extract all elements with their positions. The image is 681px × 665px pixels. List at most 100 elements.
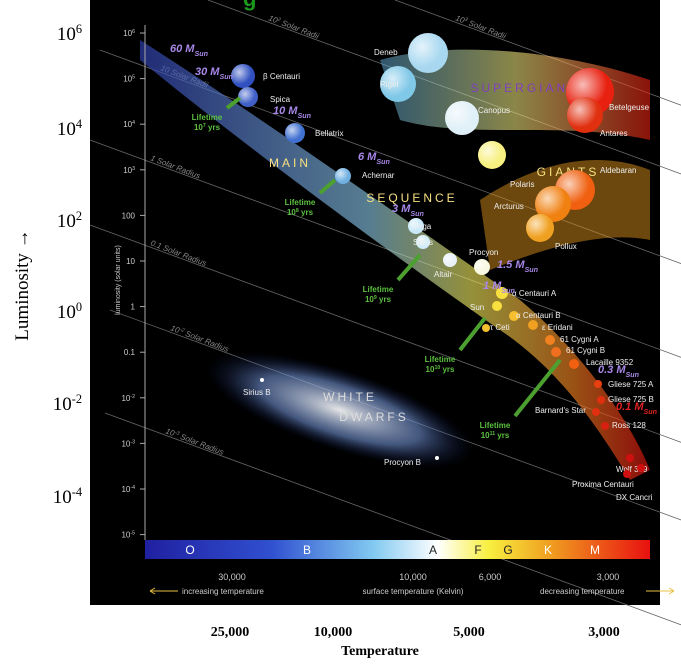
star-shine xyxy=(408,33,448,73)
lifetime-value: 107 yrs xyxy=(194,123,221,132)
inner-y-tick-label-part: 100 xyxy=(122,211,136,220)
spectral-class: M xyxy=(590,543,600,557)
star-label: Ross 128 xyxy=(612,421,646,430)
star-label: Procyon B xyxy=(384,458,421,467)
inner-y-tick-label-part: -2 xyxy=(130,394,135,400)
star-label: Gliese 725 A xyxy=(608,380,654,389)
lifetime-label: Lifetime xyxy=(285,198,316,207)
lifetime-value-part: yrs xyxy=(440,365,455,374)
star-label: α Centauri B xyxy=(516,311,561,320)
lifetime-label: Lifetime xyxy=(192,113,223,122)
spectral-class: K xyxy=(544,543,552,557)
mass-label-part: 1.5 xyxy=(497,259,513,271)
star-label: Vega xyxy=(413,222,432,231)
star-label: 61 Cygni B xyxy=(566,346,605,355)
mass-label-part: 30 xyxy=(195,66,208,78)
spectral-class: B xyxy=(303,543,311,557)
y-tick-label: 10-4 xyxy=(53,485,82,508)
star xyxy=(597,396,605,404)
star xyxy=(528,320,538,330)
mass-label-part: Sun xyxy=(410,210,424,218)
y-tick-label-part: 10 xyxy=(57,211,76,232)
lifetime-value-part: yrs xyxy=(495,431,510,440)
y-tick-label-part: -4 xyxy=(72,485,82,499)
y-tick-label: 10-2 xyxy=(53,392,82,415)
mass-label-part: 0.3 xyxy=(598,364,613,376)
x-tick-label: 10,000 xyxy=(314,625,353,640)
star xyxy=(482,324,490,332)
star xyxy=(594,380,602,388)
temperature-tick: 6,000 xyxy=(479,572,502,582)
y-tick-label-part: 10 xyxy=(57,302,76,323)
star xyxy=(623,470,631,478)
region-label: WHITE xyxy=(323,390,377,404)
spectral-bar xyxy=(145,540,650,559)
star-label: Sirius B xyxy=(243,388,271,397)
inner-y-tick-label-part: 0.1 xyxy=(124,348,136,357)
y-tick-label: 100 xyxy=(57,300,82,323)
increasing-label: increasing temperature xyxy=(182,587,264,596)
page: g10610410210010-210-4Luminosity →25,0001… xyxy=(0,0,681,665)
star-shine xyxy=(443,253,457,267)
decreasing-label: decreasing temperature xyxy=(540,587,625,596)
inner-y-tick-label-part: 10 xyxy=(126,257,135,266)
lifetime-label: Lifetime xyxy=(425,355,456,364)
star-shine xyxy=(474,259,490,275)
inner-y-tick-label-part: 6 xyxy=(132,29,135,35)
y-tick-label: 106 xyxy=(57,22,82,45)
star xyxy=(492,301,502,311)
lifetime-value-part: yrs xyxy=(377,295,392,304)
star-label: Aldebaran xyxy=(600,166,636,175)
lifetime-label: Lifetime xyxy=(480,421,511,430)
star-label: Sun xyxy=(470,303,484,312)
mass-label-part: Sun xyxy=(501,287,515,295)
star-label: ε Eridani xyxy=(542,323,573,332)
inner-y-tick-label-part: -5 xyxy=(130,531,135,537)
x-tick-label: 3,000 xyxy=(588,625,620,640)
mass-label-part: Sun xyxy=(219,73,233,81)
inner-y-tick-label-part: 5 xyxy=(132,75,135,81)
y-tick-label-part: 10 xyxy=(57,119,76,140)
star-label: Bellatrix xyxy=(315,129,343,138)
star-shine xyxy=(335,168,351,184)
lifetime-label: Lifetime xyxy=(363,285,394,294)
star-shine xyxy=(445,101,479,135)
y-tick-label: 104 xyxy=(57,117,82,140)
star-label: Altair xyxy=(434,270,453,279)
star xyxy=(569,359,579,369)
star-label: τ Ceti xyxy=(490,323,510,332)
star-label: Barnard's Star xyxy=(535,406,586,415)
mass-label-part: 60 xyxy=(170,43,183,55)
mass-label-part: M xyxy=(631,401,644,413)
x-axis-label: Temperature xyxy=(341,644,419,659)
mass-label-part: Sun xyxy=(644,408,658,416)
star-shine xyxy=(238,87,258,107)
mass-label-part: M xyxy=(285,105,298,117)
inner-y-tick-label: 100 xyxy=(122,211,136,220)
y-tick-label: 102 xyxy=(57,209,82,232)
star-label: DX Cancri xyxy=(616,493,653,502)
inner-y-tick-label: 0.1 xyxy=(124,348,136,357)
star-label: Deneb xyxy=(374,48,398,57)
mass-label-part: M xyxy=(489,280,502,292)
star-label: α Centauri A xyxy=(512,289,557,298)
star xyxy=(626,454,634,462)
mass-label-part: M xyxy=(613,364,626,376)
star xyxy=(592,408,600,416)
star-label: Antares xyxy=(600,129,628,138)
spectral-class: G xyxy=(503,543,512,557)
star-label: Proxima Centauri xyxy=(572,480,634,489)
temperature-tick: 30,000 xyxy=(218,572,246,582)
mass-label-part: M xyxy=(207,66,220,78)
mass-label-part: M xyxy=(182,43,195,55)
star-label: Sirius xyxy=(413,238,433,247)
temperature-tick: 3,000 xyxy=(597,572,620,582)
star-shine xyxy=(231,64,255,88)
inner-y-tick-label-part: -3 xyxy=(130,439,135,445)
region-label: MAIN xyxy=(269,156,311,170)
star-label: β Centauri xyxy=(263,72,300,81)
mass-label-part: 0.1 xyxy=(616,401,631,413)
region-label: SEQUENCE xyxy=(366,191,457,205)
temperature-label: surface temperature (Kelvin) xyxy=(363,587,464,596)
inner-y-tick-label-part: 3 xyxy=(132,166,135,172)
